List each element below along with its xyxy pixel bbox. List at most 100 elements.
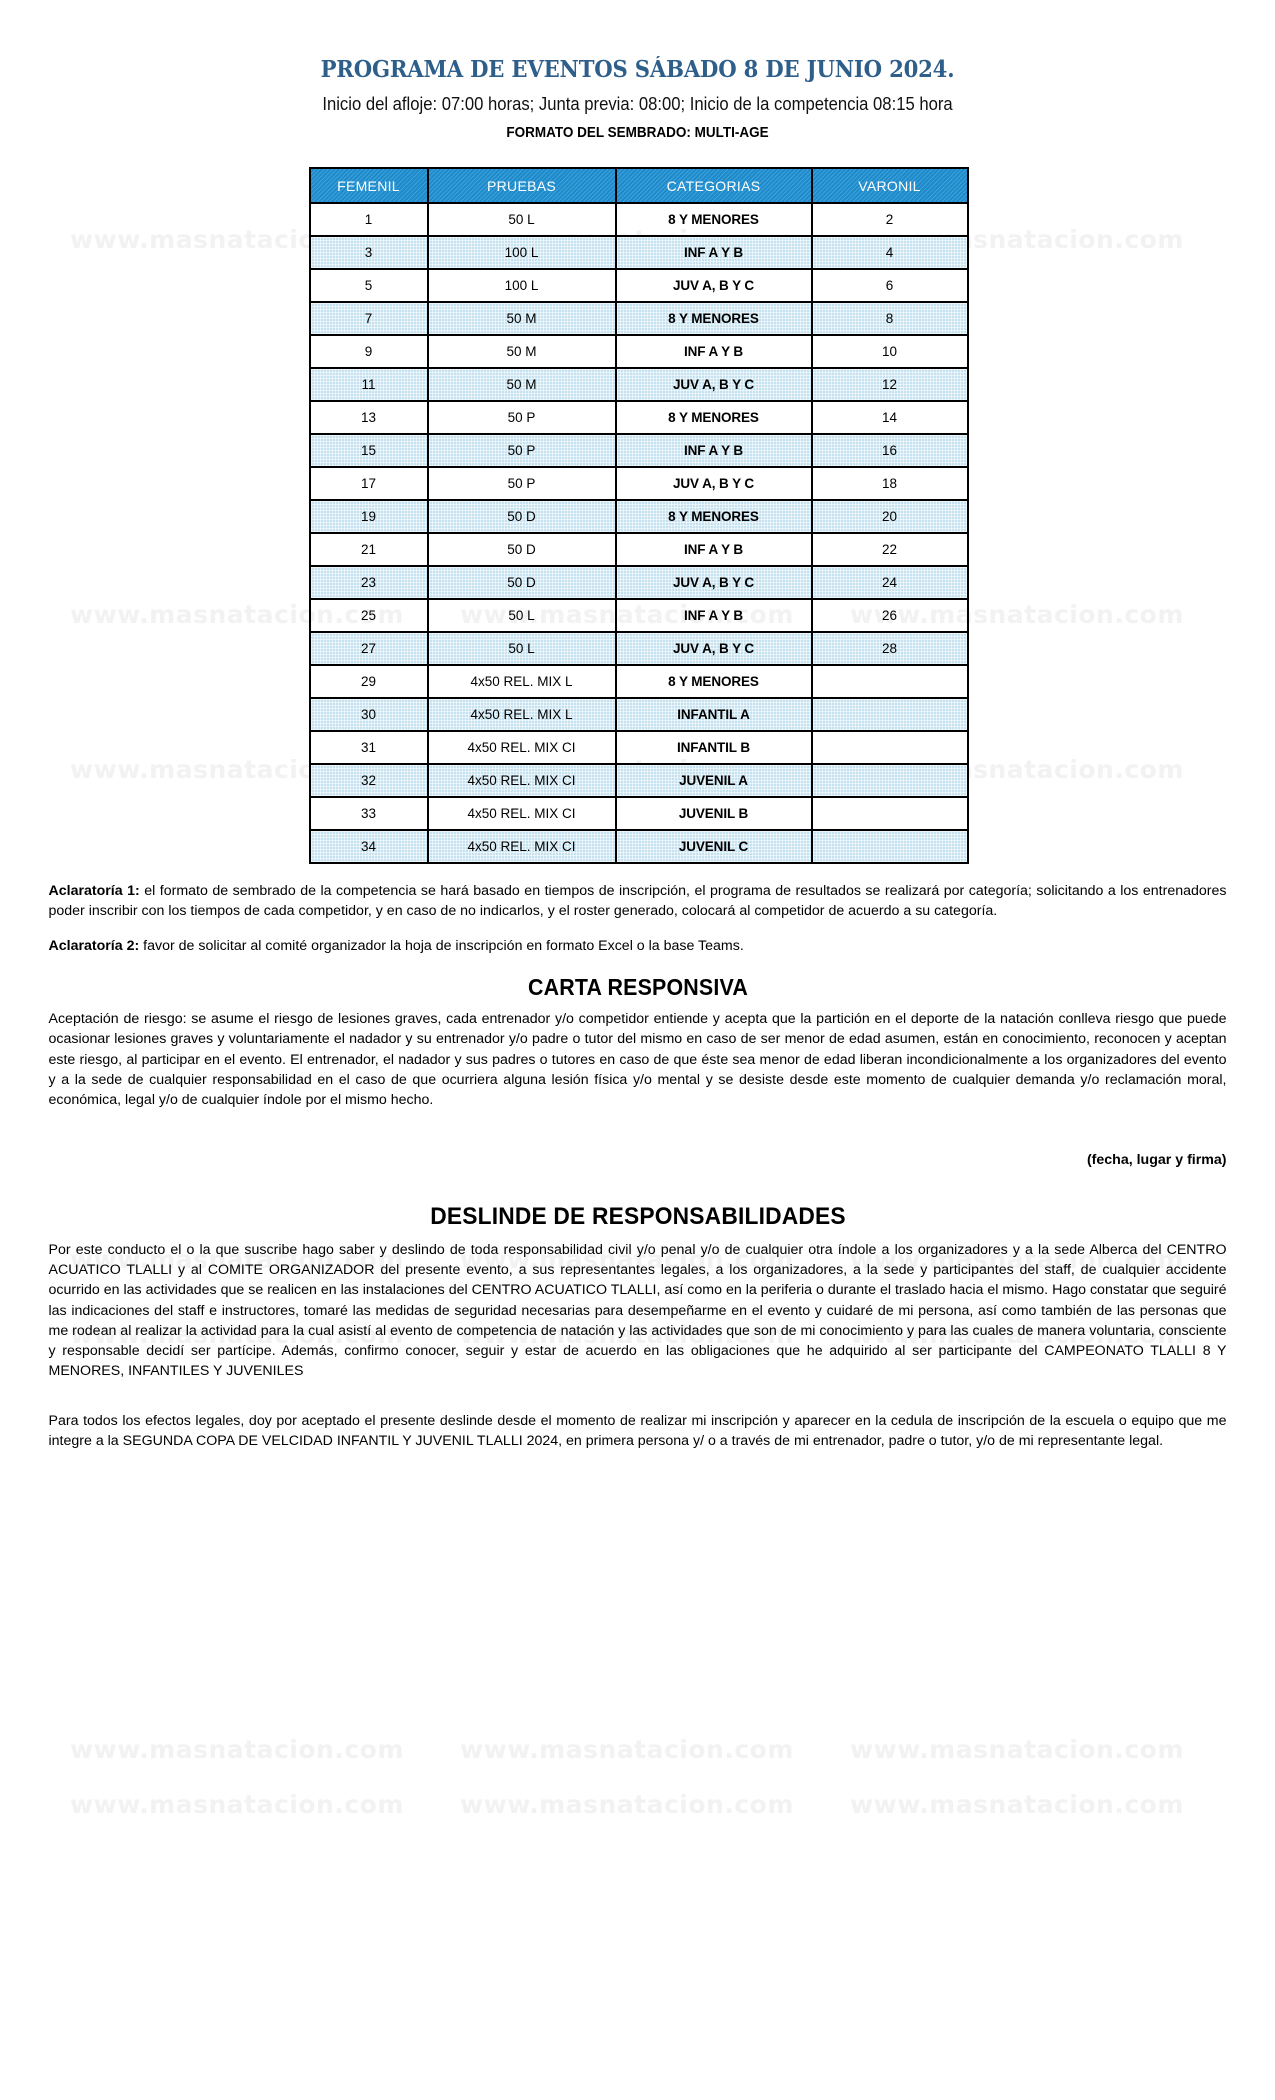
cell-femenil: 23 — [308, 565, 429, 600]
cell-femenil: 31 — [308, 730, 429, 765]
cell-femenil: 5 — [308, 268, 429, 303]
cell-femenil: 7 — [308, 301, 429, 336]
cell-prueba: 50 P — [426, 433, 617, 468]
cell-varonil — [810, 829, 969, 864]
cell-prueba: 4x50 REL. MIX CI — [426, 730, 617, 765]
watermark-text: www.masnatacion.com — [850, 1735, 1184, 1764]
table-header-row: FEMENIL PRUEBAS CATEGORIAS VARONIL — [308, 167, 969, 204]
cell-femenil: 30 — [308, 697, 429, 732]
cell-varonil — [810, 664, 969, 699]
cell-prueba: 100 L — [426, 235, 617, 270]
cell-femenil: 32 — [308, 763, 429, 798]
watermark-text: www.masnatacion.com — [850, 1790, 1184, 1819]
cell-categoria: JUV A, B Y C — [614, 466, 813, 501]
aclaratoria-2: Aclaratoría 2: favor de solicitar al com… — [49, 936, 1227, 956]
events-table-wrapper: FEMENIL PRUEBAS CATEGORIAS VARONIL 1 50 L… — [308, 167, 969, 864]
events-table: FEMENIL PRUEBAS CATEGORIAS VARONIL 1 50 L… — [308, 167, 969, 864]
cell-prueba: 50 L — [426, 202, 617, 237]
cell-varonil: 22 — [810, 532, 969, 567]
cell-prueba: 50 D — [426, 532, 617, 567]
cell-prueba: 50 M — [426, 367, 617, 402]
cell-categoria: 8 Y MENORES — [614, 301, 813, 336]
cell-prueba: 50 P — [426, 466, 617, 501]
cell-femenil: 11 — [308, 367, 429, 402]
table-row: 33 4x50 REL. MIX CI JUVENIL B — [308, 796, 969, 831]
cell-categoria: INF A Y B — [614, 235, 813, 270]
cell-varonil: 16 — [810, 433, 969, 468]
table-row: 9 50 M INF A Y B 10 — [308, 334, 969, 369]
cell-varonil — [810, 730, 969, 765]
aclaratoria-1: Aclaratoría 1: el formato de sembrado de… — [49, 881, 1227, 921]
cell-prueba: 100 L — [426, 268, 617, 303]
cell-categoria: JUVENIL A — [614, 763, 813, 798]
cell-categoria: JUV A, B Y C — [614, 367, 813, 402]
table-row: 34 4x50 REL. MIX CI JUVENIL C — [308, 829, 969, 864]
cell-prueba: 4x50 REL. MIX CI — [426, 763, 617, 798]
cell-femenil: 9 — [308, 334, 429, 369]
cell-varonil: 8 — [810, 301, 969, 336]
cell-femenil: 17 — [308, 466, 429, 501]
carta-responsiva-body: Aceptación de riesgo: se asume el riesgo… — [48, 1011, 1227, 1108]
cell-varonil: 2 — [810, 202, 969, 237]
cell-prueba: 50 M — [426, 301, 617, 336]
cell-categoria: JUV A, B Y C — [614, 565, 813, 600]
cell-femenil: 34 — [308, 829, 429, 864]
cell-prueba: 50 D — [426, 499, 617, 534]
cell-prueba: 4x50 REL. MIX CI — [426, 829, 617, 864]
cell-varonil: 24 — [810, 565, 969, 600]
deslinde-body-2: Para todos los efectos legales, doy por … — [48, 1413, 1227, 1450]
cell-varonil: 28 — [810, 631, 969, 666]
cell-categoria: INFANTIL A — [614, 697, 813, 732]
cell-varonil: 4 — [810, 235, 969, 270]
cell-femenil: 21 — [308, 532, 429, 567]
cell-varonil — [810, 796, 969, 831]
cell-categoria: INF A Y B — [614, 334, 813, 369]
cell-prueba: 50 D — [426, 565, 617, 600]
cell-categoria: 8 Y MENORES — [614, 202, 813, 237]
table-row: 21 50 D INF A Y B 22 — [308, 532, 969, 567]
signature-note: (fecha, lugar y firma) — [1086, 1152, 1227, 1169]
cell-categoria: INF A Y B — [614, 433, 813, 468]
cell-femenil: 3 — [308, 235, 429, 270]
table-row: 27 50 L JUV A, B Y C 28 — [308, 631, 969, 666]
cell-femenil: 1 — [308, 202, 429, 237]
cell-categoria: INFANTIL B — [614, 730, 813, 765]
column-header-varonil: VARONIL — [810, 167, 969, 204]
cell-varonil: 6 — [810, 268, 969, 303]
column-header-femenil: FEMENIL — [308, 167, 429, 204]
cell-categoria: INF A Y B — [614, 598, 813, 633]
carta-responsiva-heading: CARTA RESPONSIVA — [527, 973, 748, 1000]
aclaratoria-2-label: Aclaratoría 2: — [48, 938, 140, 955]
watermark-text: www.masnatacion.com — [70, 1735, 404, 1764]
cell-categoria: JUV A, B Y C — [614, 268, 813, 303]
page-title: PROGRAMA DE EVENTOS SÁBADO 8 DE JUNIO 20… — [320, 56, 955, 83]
cell-femenil: 33 — [308, 796, 429, 831]
cell-categoria: 8 Y MENORES — [614, 400, 813, 435]
cell-categoria: 8 Y MENORES — [614, 499, 813, 534]
cell-prueba: 50 M — [426, 334, 617, 369]
column-header-pruebas: PRUEBAS — [426, 167, 617, 204]
aclaratoria-1-label: Aclaratoría 1: — [48, 883, 140, 899]
cell-prueba: 50 L — [426, 598, 617, 633]
table-row: 15 50 P INF A Y B 16 — [308, 433, 969, 468]
table-row: 30 4x50 REL. MIX L INFANTIL A — [308, 697, 969, 732]
format-line: FORMATO DEL SEMBRADO: MULTI-AGE — [506, 124, 769, 141]
cell-varonil — [810, 697, 969, 732]
watermark-text: www.masnatacion.com — [460, 1790, 794, 1819]
cell-prueba: 50 L — [426, 631, 617, 666]
aclaratoria-2-text: favor de solicitar al comité organizador… — [143, 938, 744, 955]
table-row: 23 50 D JUV A, B Y C 24 — [308, 565, 969, 600]
cell-femenil: 15 — [308, 433, 429, 468]
table-row: 11 50 M JUV A, B Y C 12 — [308, 367, 969, 402]
cell-prueba: 4x50 REL. MIX L — [426, 697, 617, 732]
cell-varonil: 20 — [810, 499, 969, 534]
cell-categoria: JUV A, B Y C — [614, 631, 813, 666]
cell-varonil: 26 — [810, 598, 969, 633]
